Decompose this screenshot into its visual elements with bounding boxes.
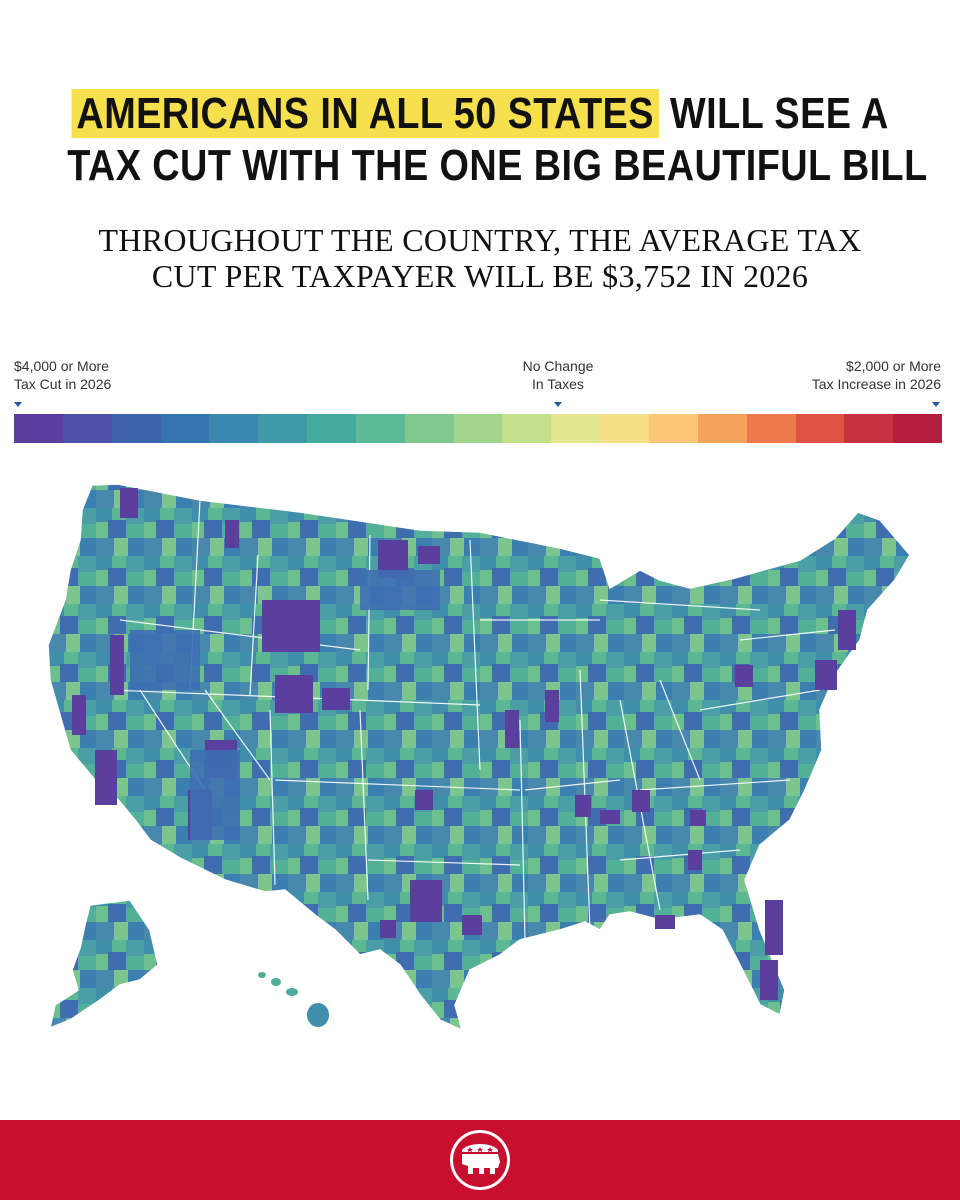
headline-line-2: TAX CUT WITH THE ONE BIG BEAUTIFUL BILL xyxy=(67,141,928,190)
legend-swatch-1 xyxy=(14,414,63,443)
state-borders xyxy=(109,499,836,941)
legend-marker-left-icon xyxy=(14,402,22,407)
legend-marker-center-icon xyxy=(554,402,562,407)
subheadline-line-2: CUT PER TAXPAYER WILL BE $3,752 IN 2026 xyxy=(151,258,809,294)
legend-swatch-7 xyxy=(307,414,356,443)
mid-tax-cut-region xyxy=(130,570,440,840)
headline: AMERICANS IN ALL 50 STATES WILL SEE A TA… xyxy=(67,88,928,192)
legend-swatch-16 xyxy=(746,414,796,443)
alaska-shape xyxy=(48,899,159,1030)
subheadline: THROUGHOUT THE COUNTRY, THE AVERAGE TAX … xyxy=(0,222,960,294)
legend-swatch-12 xyxy=(551,414,601,443)
legend-right-line-1: $2,000 or More xyxy=(846,358,941,374)
legend-left-line-2: Tax Cut in 2026 xyxy=(14,376,112,392)
legend-swatch-13 xyxy=(600,414,649,443)
legend-swatch-18 xyxy=(844,414,894,443)
legend-swatch-10 xyxy=(453,414,503,443)
us-map-svg xyxy=(47,483,911,1032)
legend-swatch-6 xyxy=(258,414,308,443)
legend-swatch-5 xyxy=(209,414,259,443)
legend-marker-right-icon xyxy=(932,402,940,407)
legend-swatch-3 xyxy=(111,414,161,443)
legend-swatch-17 xyxy=(795,414,845,443)
legend-swatch-11 xyxy=(502,414,552,443)
alaska xyxy=(48,899,159,1030)
legend-swatch-14 xyxy=(648,414,698,443)
legend-swatch-19 xyxy=(893,414,943,443)
republican-elephant-icon xyxy=(448,1128,512,1192)
legend-center-line-2: In Taxes xyxy=(532,376,584,392)
legend-swatch-2 xyxy=(62,414,112,443)
legend-label-tax-cut: $4,000 or More Tax Cut in 2026 xyxy=(14,357,111,393)
legend-color-scale xyxy=(14,414,943,443)
legend-left-line-1: $4,000 or More xyxy=(14,358,109,374)
subheadline-line-1: THROUGHOUT THE COUNTRY, THE AVERAGE TAX xyxy=(98,222,862,258)
legend-swatch-8 xyxy=(355,414,405,443)
contiguous-us xyxy=(47,483,911,1032)
legend-swatch-4 xyxy=(160,414,210,443)
legend-label-no-change: No Change In Taxes xyxy=(480,357,636,393)
headline-highlight: AMERICANS IN ALL 50 STATES xyxy=(71,89,660,138)
us-county-map xyxy=(0,460,960,1100)
legend-center-line-1: No Change xyxy=(522,358,594,374)
legend-swatch-9 xyxy=(404,414,454,443)
legend-label-tax-increase: $2,000 or More Tax Increase in 2026 xyxy=(812,357,941,393)
hawaii xyxy=(258,972,329,1027)
headline-line-1: AMERICANS IN ALL 50 STATES WILL SEE A xyxy=(67,88,893,140)
legend-swatch-15 xyxy=(697,414,747,443)
headline-line-1-rest: WILL SEE A xyxy=(669,89,889,138)
legend-right-line-2: Tax Increase in 2026 xyxy=(811,376,941,392)
